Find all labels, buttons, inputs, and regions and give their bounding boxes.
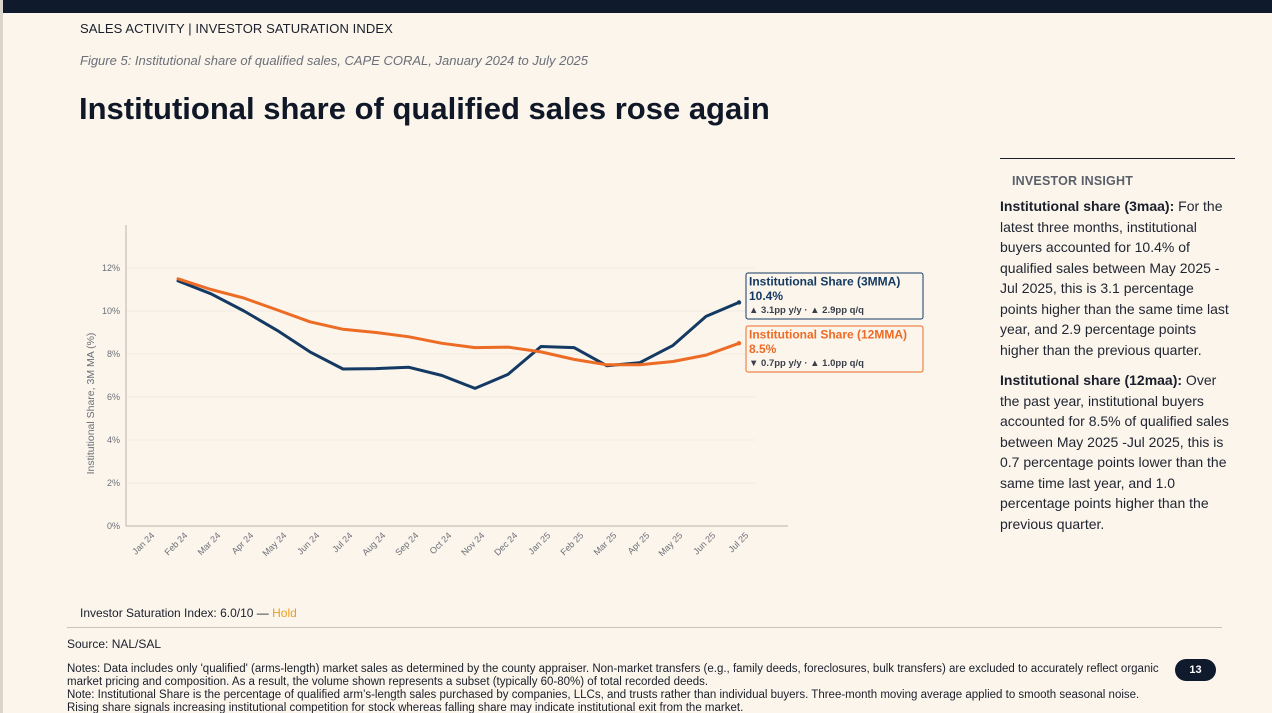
callout-name: Institutional Share (12MMA) — [749, 328, 907, 342]
page-title: Institutional share of qualified sales r… — [79, 91, 770, 126]
callout-box — [745, 272, 924, 320]
x-tick-label: May 25 — [656, 530, 684, 558]
x-tick-label: Oct 24 — [428, 530, 454, 556]
callout-value: 8.5% — [749, 342, 777, 356]
series-callout-2: Institutional Share (12MMA)8.5% ▼ 0.7pp y… — [745, 325, 924, 373]
x-tick-label: Jan 25 — [526, 530, 552, 556]
grid-lines — [126, 267, 755, 484]
callout-change: ▼ 0.7pp y/y · ▲ 1.0pp q/q — [749, 358, 864, 369]
notes-institutional: Note: Institutional Share is the percent… — [67, 689, 1140, 713]
x-tick-label: Jan 24 — [130, 530, 156, 556]
left-edge — [0, 0, 3, 713]
insight-3maa-text: For the latest three months, institution… — [1000, 198, 1229, 358]
y-axis-label: Institutional Share, 3M MA (%) — [85, 333, 97, 475]
series-callouts: Institutional Share (3MMA)10.4% ▲ 3.1pp y… — [745, 272, 924, 373]
figure-caption: Figure 5: Institutional share of qualifi… — [80, 53, 589, 68]
insight-12maa: Institutional share (12maa): Over the pa… — [1000, 370, 1235, 534]
insight-12maa-label: Institutional share (12maa): — [1000, 372, 1183, 388]
insight-3maa-label: Institutional share (3maa): — [1000, 198, 1175, 214]
callout-change: ▲ 3.1pp y/y · ▲ 2.9pp q/q — [749, 305, 864, 316]
section-header: SALES ACTIVITY | INVESTOR SATURATION IND… — [80, 21, 393, 36]
top-bar — [0, 0, 1272, 13]
y-tick-label: 0% — [107, 521, 120, 531]
insight-heading: INVESTOR INSIGHT — [1012, 174, 1134, 188]
series-lines — [176, 277, 742, 390]
callout-box — [745, 325, 924, 373]
x-tick-label: Sep 24 — [393, 530, 420, 557]
y-tick-label: 4% — [107, 435, 120, 445]
investor-insight-panel: INVESTOR INSIGHT Institutional share (3m… — [1000, 158, 1235, 544]
page-number-badge: 13 — [1175, 659, 1216, 681]
saturation-index-status: Hold — [272, 606, 297, 620]
source-note: Source: NAL/SAL — [67, 637, 162, 651]
axes — [125, 225, 788, 527]
x-tick-label: Jul 24 — [330, 530, 354, 554]
x-tick-labels: Jan 24 Feb 24 Mar 24 Apr 24 May 24 Jun 24 Jul … — [130, 530, 750, 558]
y-tick-label: 12% — [102, 263, 120, 273]
saturation-index-label: Investor Saturation Index: 6.0/10 — — [80, 606, 273, 620]
y-tick-label: 8% — [107, 349, 120, 359]
x-tick-label: Nov 24 — [459, 530, 486, 557]
x-tick-label: Jul 25 — [726, 530, 750, 554]
x-tick-label: Mar 25 — [592, 530, 619, 557]
notes-qualified: Notes: Data includes only 'qualified' (a… — [67, 663, 1159, 688]
y-tick-labels: 0% 2% 4% 6% 8% 10% 12% — [102, 263, 120, 531]
callout-name: Institutional Share (3MMA) — [749, 275, 900, 289]
insight-12maa-text: Over the past year, institutional buyers… — [1000, 372, 1229, 532]
notes: Notes: Data includes only 'qualified' (a… — [67, 663, 1167, 713]
insight-3maa: Institutional share (3maa): For the late… — [1000, 196, 1235, 360]
x-tick-label: Apr 25 — [626, 530, 652, 556]
x-tick-label: Mar 24 — [196, 530, 223, 557]
saturation-index: Investor Saturation Index: 6.0/10 — Hold — [80, 606, 297, 620]
x-tick-label: Jun 25 — [691, 530, 717, 556]
series-line-2 — [176, 277, 741, 367]
line-chart: 0% 2% 4% 6% 8% 10% 12% Jan 24 Feb 24 Mar 24 Apr 2… — [85, 225, 924, 558]
callout-value: 10.4% — [749, 289, 783, 303]
series-callout-1: Institutional Share (3MMA)10.4% ▲ 3.1pp y… — [745, 272, 924, 320]
series-line-1 — [176, 279, 741, 390]
series-endpoint-2 — [736, 341, 742, 346]
x-tick-label: Dec 24 — [492, 530, 519, 557]
x-tick-label: Feb 24 — [163, 530, 190, 557]
y-tick-label: 2% — [107, 478, 120, 488]
x-tick-label: Aug 24 — [360, 530, 387, 557]
y-tick-label: 6% — [107, 392, 120, 402]
x-tick-label: Jun 24 — [295, 530, 321, 556]
y-tick-label: 10% — [102, 306, 120, 316]
x-tick-label: May 24 — [260, 530, 288, 558]
x-tick-label: Feb 25 — [559, 530, 586, 557]
footer-divider — [67, 627, 1222, 628]
x-tick-label: Apr 24 — [230, 530, 256, 556]
series-endpoint-1 — [736, 300, 742, 305]
